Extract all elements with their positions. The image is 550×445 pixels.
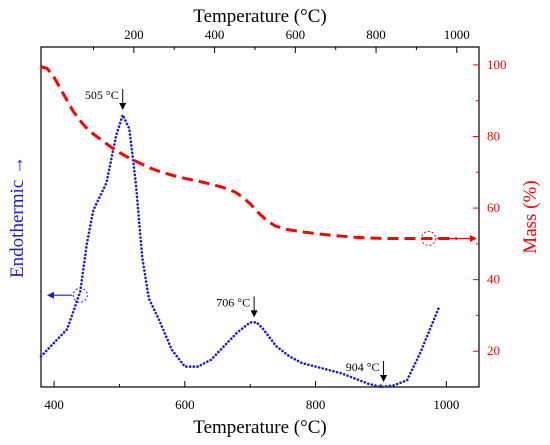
- tg-axis-marker-arrow-head: [470, 234, 477, 242]
- top-tick-label: 400: [205, 27, 225, 42]
- bottom-tick-label: 800: [306, 397, 326, 412]
- top-axis-ticks: 200 400 600 800 1000: [92, 27, 470, 53]
- dta-series-line: [39, 113, 442, 389]
- bottom-tick-label: 1000: [433, 397, 459, 412]
- y-axis-title-left: Endothermic →: [7, 156, 28, 278]
- right-tick-label: 80: [487, 128, 500, 143]
- peak-annotation-label: 706 °C: [216, 295, 250, 309]
- y-axis-title-right: Mass (%): [520, 180, 541, 253]
- right-tick-label: 20: [487, 343, 500, 358]
- x-axis-title-bottom: Temperature (°C): [193, 417, 326, 438]
- bottom-tick-label: 400: [44, 397, 64, 412]
- right-tick-label: 40: [487, 272, 500, 287]
- right-tick-label: 60: [487, 200, 500, 215]
- peak-annotation-label: 505 °C: [85, 88, 119, 102]
- top-tick-label: 800: [366, 27, 386, 42]
- plot-frame: [40, 46, 480, 388]
- marker-layer: [47, 230, 477, 303]
- dta-axis-marker-circle: [72, 287, 88, 303]
- top-tick-label: 200: [124, 27, 144, 42]
- x-axis-title-top: Temperature (°C): [193, 6, 326, 27]
- peak-annotation-label: 904 °C: [346, 360, 380, 374]
- right-axis-ticks: 20 40 60 80 100: [473, 57, 507, 358]
- annotation-layer: 505 °C 706 °C 904 °C: [85, 88, 388, 382]
- bottom-tick-label: 600: [175, 397, 195, 412]
- top-tick-label: 1000: [444, 27, 470, 42]
- tg-series-line: [40, 65, 457, 240]
- annotation-arrow-head: [250, 310, 258, 318]
- annotation-arrow-head: [380, 375, 388, 382]
- top-tick-label: 600: [286, 27, 306, 42]
- right-tick-label: 100: [487, 57, 507, 72]
- dta-axis-marker-arrow-head: [47, 291, 54, 299]
- annotation-arrow-head: [119, 103, 127, 110]
- series-layer: [39, 65, 457, 389]
- tg-axis-marker-circle: [421, 230, 437, 246]
- bottom-axis-ticks: 400 600 800 1000: [44, 381, 459, 412]
